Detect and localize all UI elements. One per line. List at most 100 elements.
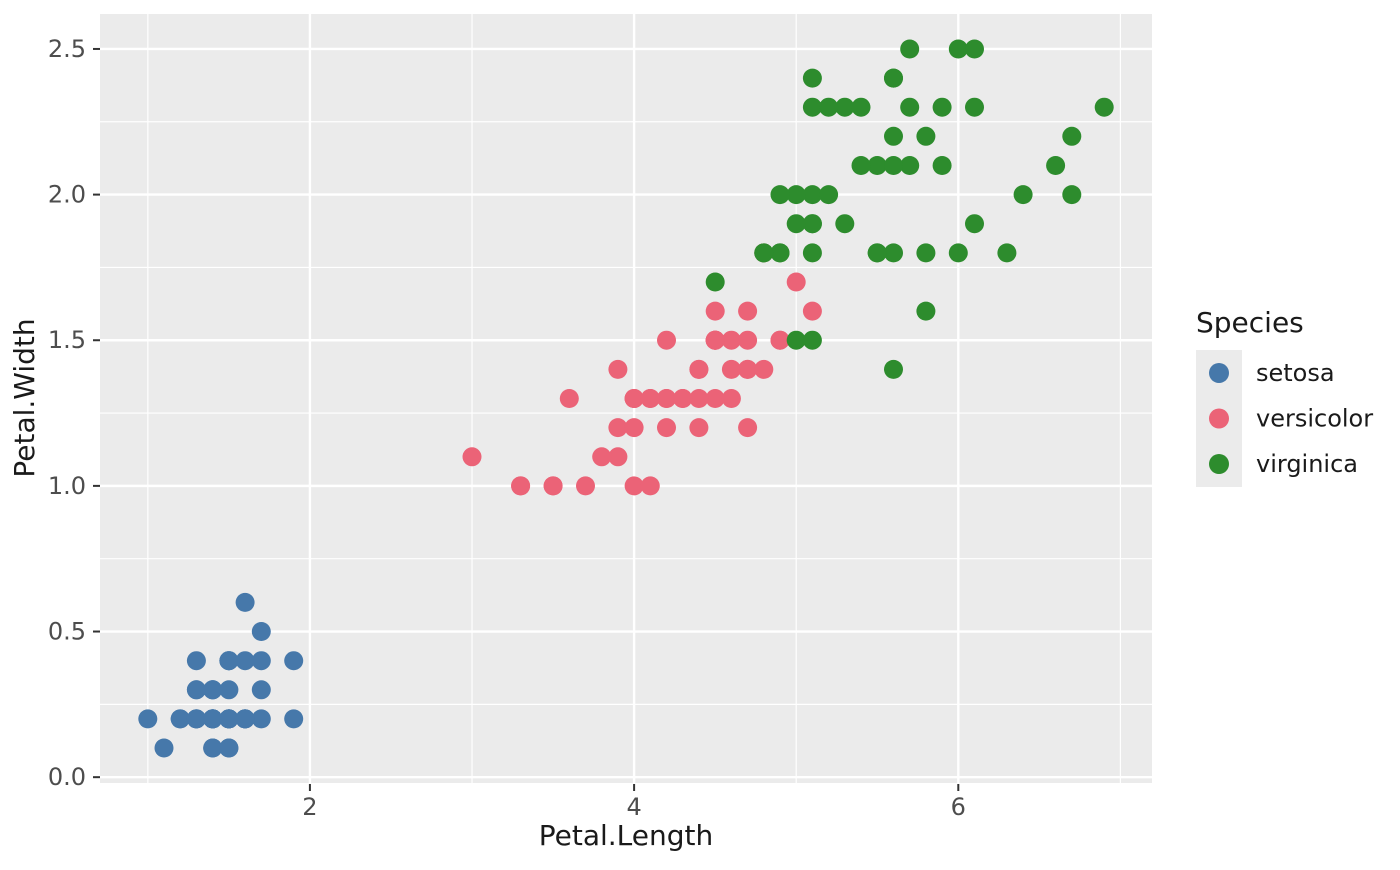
- y-tick-label: 0.0: [48, 763, 86, 791]
- data-point-versicolor: [592, 447, 612, 467]
- data-point-versicolor: [608, 418, 628, 438]
- data-point-virginica: [802, 97, 822, 117]
- data-point-setosa: [203, 709, 223, 729]
- data-point-setosa: [203, 738, 223, 758]
- data-point-virginica: [819, 185, 839, 205]
- data-point-setosa: [154, 738, 174, 758]
- data-point-virginica: [884, 156, 903, 175]
- data-point-virginica: [705, 272, 725, 292]
- data-point-setosa: [170, 709, 190, 729]
- data-point-virginica: [1062, 126, 1082, 146]
- data-point-setosa: [219, 709, 239, 729]
- x-axis-title: Petal.Length: [539, 819, 714, 852]
- data-point-versicolor: [608, 447, 628, 467]
- data-point-virginica: [802, 68, 822, 88]
- data-point-versicolor: [705, 301, 725, 321]
- data-point-versicolor: [608, 359, 628, 379]
- data-point-setosa: [219, 651, 239, 671]
- data-point-virginica: [1046, 156, 1066, 175]
- data-point-versicolor: [543, 476, 563, 496]
- data-point-virginica: [786, 214, 806, 234]
- data-point-virginica: [1013, 185, 1033, 205]
- data-point-virginica: [867, 156, 887, 175]
- data-point-virginica: [786, 185, 806, 205]
- legend-label-setosa: setosa: [1256, 359, 1335, 387]
- data-point-setosa: [284, 651, 304, 671]
- data-point-versicolor: [511, 476, 531, 496]
- x-tick-label: 4: [626, 793, 641, 821]
- data-point-virginica: [770, 243, 790, 263]
- data-point-setosa: [235, 592, 255, 612]
- legend-key-virginica-icon: [1209, 454, 1229, 474]
- data-point-setosa: [235, 651, 255, 671]
- data-point-virginica: [884, 68, 903, 88]
- y-tick-label: 0.5: [48, 618, 86, 646]
- data-point-virginica: [835, 214, 855, 234]
- data-point-virginica: [851, 97, 871, 117]
- data-point-virginica: [786, 330, 806, 350]
- data-point-versicolor: [721, 359, 741, 379]
- data-point-virginica: [754, 243, 774, 263]
- data-point-virginica: [965, 214, 984, 234]
- data-point-virginica: [802, 330, 822, 350]
- data-point-versicolor: [738, 418, 758, 438]
- data-point-versicolor: [673, 389, 693, 408]
- data-point-virginica: [802, 185, 822, 205]
- data-point-setosa: [251, 709, 271, 729]
- data-point-virginica: [1094, 97, 1114, 117]
- data-point-virginica: [867, 243, 887, 263]
- data-point-virginica: [884, 126, 903, 146]
- legend-label-versicolor: versicolor: [1256, 405, 1373, 433]
- axes: 2 4 6 0.0 0.5 1.0 1.5 2.0 2.5: [48, 35, 966, 821]
- data-point-setosa: [235, 709, 255, 729]
- data-point-setosa: [219, 738, 239, 758]
- data-point-versicolor: [657, 330, 676, 350]
- data-point-virginica: [802, 214, 822, 234]
- data-point-versicolor: [754, 359, 774, 379]
- data-point-virginica: [900, 156, 920, 175]
- y-axis-title: Petal.Width: [8, 318, 41, 477]
- data-point-setosa: [251, 622, 271, 641]
- data-point-virginica: [916, 126, 936, 146]
- legend-key-versicolor-icon: [1209, 408, 1229, 429]
- data-point-virginica: [851, 156, 871, 175]
- data-point-virginica: [932, 156, 952, 175]
- data-point-versicolor: [721, 330, 741, 350]
- data-point-setosa: [186, 680, 206, 700]
- data-point-setosa: [219, 680, 239, 700]
- data-point-versicolor: [721, 389, 741, 408]
- data-point-versicolor: [657, 389, 676, 408]
- data-point-versicolor: [624, 389, 644, 408]
- data-point-versicolor: [705, 330, 725, 350]
- data-point-versicolor: [640, 389, 660, 408]
- data-point-versicolor: [738, 330, 758, 350]
- data-point-virginica: [835, 97, 855, 117]
- data-point-virginica: [997, 243, 1017, 263]
- data-point-setosa: [138, 709, 158, 729]
- data-point-versicolor: [689, 389, 709, 408]
- data-point-versicolor: [689, 418, 709, 438]
- y-tick-label: 1.0: [48, 472, 86, 500]
- legend-title: Species: [1196, 306, 1304, 339]
- data-point-versicolor: [689, 359, 709, 379]
- data-point-virginica: [819, 97, 839, 117]
- data-point-setosa: [284, 709, 304, 729]
- data-point-virginica: [802, 243, 822, 263]
- data-point-virginica: [916, 301, 936, 321]
- data-point-virginica: [965, 97, 984, 117]
- data-point-versicolor: [738, 359, 758, 379]
- data-point-versicolor: [624, 418, 644, 438]
- data-point-versicolor: [640, 476, 660, 496]
- data-point-versicolor: [624, 476, 644, 496]
- data-points: [138, 39, 1114, 758]
- data-point-virginica: [1062, 185, 1082, 205]
- data-point-versicolor: [559, 389, 579, 408]
- legend-label-virginica: virginica: [1256, 450, 1358, 478]
- data-point-versicolor: [802, 301, 822, 321]
- data-point-virginica: [948, 39, 968, 59]
- data-point-setosa: [186, 651, 206, 671]
- data-point-virginica: [900, 97, 920, 117]
- data-point-setosa: [251, 651, 271, 671]
